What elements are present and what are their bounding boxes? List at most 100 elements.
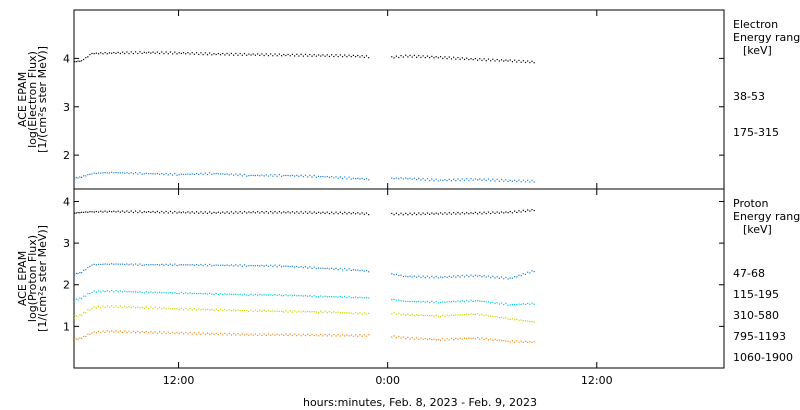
data-point (154, 211, 156, 214)
data-point (285, 54, 287, 57)
data-point (180, 264, 182, 266)
data-point (431, 212, 433, 214)
data-point (335, 54, 337, 56)
data-point (276, 266, 278, 268)
data-point (280, 175, 283, 177)
data-point (470, 274, 472, 276)
data-point (444, 179, 446, 181)
data-point (165, 332, 167, 335)
data-point (418, 338, 420, 340)
data-point (294, 55, 296, 57)
data-point (145, 263, 148, 266)
data-point (516, 211, 518, 214)
data-point (324, 310, 326, 312)
data-point (472, 59, 474, 61)
data-point (298, 55, 300, 57)
data-point (74, 339, 76, 341)
data-point (326, 335, 328, 337)
data-point (137, 264, 139, 266)
data-point (459, 276, 461, 278)
data-point (516, 340, 518, 342)
data-point (468, 213, 470, 215)
data-point (185, 331, 187, 334)
data-point (189, 331, 191, 334)
data-point (439, 339, 442, 342)
data-point (224, 54, 226, 56)
data-point (87, 309, 89, 311)
data-point (134, 51, 137, 53)
data-point (391, 177, 393, 179)
data-point (213, 293, 215, 296)
data-point (363, 213, 365, 215)
data-point (134, 332, 137, 334)
data-point (433, 180, 435, 182)
data-point (91, 332, 93, 334)
data-point (156, 173, 158, 175)
data-point (409, 212, 411, 214)
data-point (248, 310, 250, 312)
data-point (313, 174, 315, 177)
series-proton-1060-1900 (74, 330, 535, 343)
data-point (393, 57, 395, 59)
data-point (468, 313, 470, 316)
data-point (95, 52, 97, 54)
data-point (191, 211, 193, 213)
data-point (202, 53, 204, 56)
data-point (145, 306, 148, 308)
data-point (187, 211, 189, 213)
data-point (433, 315, 435, 317)
data-point (494, 316, 496, 318)
data-point (185, 292, 187, 294)
data-point (405, 275, 407, 277)
data-point (296, 211, 298, 213)
data-point (172, 174, 174, 176)
data-point (509, 277, 511, 279)
data-point (457, 56, 459, 59)
data-point (143, 51, 145, 53)
data-point (224, 332, 226, 334)
data-point (450, 180, 453, 182)
data-point (302, 310, 304, 312)
data-point (357, 269, 359, 271)
data-point (527, 60, 529, 62)
data-point (178, 52, 180, 54)
data-point (246, 212, 248, 214)
data-point (106, 172, 108, 174)
plot-frame-proton (73, 188, 725, 369)
data-point (348, 211, 350, 214)
data-point (483, 300, 485, 303)
data-point (472, 313, 474, 316)
data-point (346, 178, 348, 180)
data-point (326, 296, 328, 298)
data-point (93, 53, 95, 55)
data-point (405, 212, 407, 214)
data-point (324, 176, 326, 178)
data-point (87, 211, 89, 213)
data-point (209, 333, 211, 335)
data-point (213, 173, 215, 175)
data-point (500, 211, 503, 213)
data-point (468, 300, 470, 303)
data-point (446, 301, 448, 303)
data-point (75, 61, 77, 63)
data-point (315, 268, 317, 270)
data-point (154, 52, 156, 54)
data-point (272, 294, 274, 296)
data-point (132, 291, 135, 293)
data-point (169, 292, 172, 294)
data-point (326, 267, 328, 269)
data-point (165, 263, 167, 265)
data-point (431, 300, 433, 303)
data-point (252, 211, 254, 213)
data-point (274, 53, 276, 55)
data-point (119, 172, 121, 174)
data-point (204, 309, 206, 311)
data-point (435, 212, 437, 214)
data-point (492, 301, 494, 303)
data-point (132, 173, 135, 175)
data-point (328, 333, 331, 336)
data-point (298, 310, 300, 312)
data-point (178, 309, 180, 311)
data-point (339, 176, 341, 178)
data-point (426, 212, 429, 214)
